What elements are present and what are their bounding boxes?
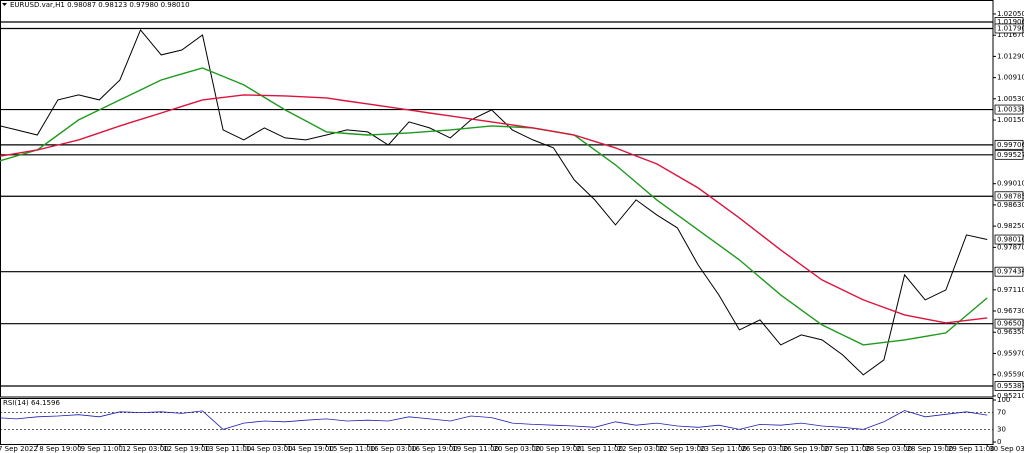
x-tick-label: 16 Sep 19:00 [411,445,458,453]
x-tick-label: 23 Sep 11:00 [700,445,747,453]
rsi-tick-label: 30 [997,425,1006,433]
rsi-line [0,410,988,430]
x-tick-label: 21 Sep 11:00 [576,445,623,453]
y-tick-label: 0.97870 [997,243,1024,251]
rsi-panel [0,398,994,445]
level-label-box [994,266,1024,277]
y-tick-label: 0.95970 [997,349,1024,357]
x-tick-label: 30 Sep 03:00 [989,445,1024,453]
level-label: 1.01906 [997,18,1024,26]
level-label-box [994,23,1024,34]
level-label-box [994,104,1024,115]
x-tick-label: 28 Sep 03:00 [865,445,912,453]
y-tick-label: 0.96730 [997,307,1024,315]
x-tick-label: 22 Sep 03:00 [618,445,665,453]
y-tick-label: 0.98250 [997,222,1024,230]
y-tick-label: 0.95210 [997,392,1024,400]
menu-icon [2,3,7,6]
x-tick-label: 12 Sep 19:00 [163,445,210,453]
x-tick-label: 20 Sep 03:00 [494,445,541,453]
y-tick-label: 1.01290 [997,52,1024,60]
y-tick-label: 1.01670 [997,31,1024,39]
y-tick-label: 1.00530 [997,95,1024,103]
x-tick-label: 12 Sep 03:00 [122,445,169,453]
y-tick-label: 1.02050 [997,10,1024,18]
level-label: 0.99706 [997,141,1024,149]
current-price-label: 0.98010 [997,236,1024,244]
x-tick-label: 14 Sep 19:00 [287,445,334,453]
y-tick-label: 0.97110 [997,286,1024,294]
y-tick-label: 0.96350 [997,328,1024,336]
x-tick-label: 20 Sep 19:00 [535,445,582,453]
x-tick-label: 26 Sep 19:00 [783,445,830,453]
rsi-tick-label: 0 [997,438,1001,446]
main-panel [0,0,994,398]
chart-title: EURUSD.var,H1 0.98087 0.98123 0.97980 0.… [10,1,190,9]
level-label: 0.97434 [997,268,1024,276]
level-label: 0.96503 [997,320,1024,328]
level-label-box [994,191,1024,202]
level-label: 0.98785 [997,192,1024,200]
x-tick-label: 14 Sep 03:00 [246,445,293,453]
y-tick-label: 0.95590 [997,371,1024,379]
level-label-box [994,381,1024,391]
rsi-tick-label: 70 [997,409,1006,417]
level-label: 0.95387 [997,382,1024,390]
x-tick-label: 29 Sep 11:00 [948,445,995,453]
x-tick-label: 27 Sep 11:00 [824,445,871,453]
level-label: 0.99527 [997,151,1024,159]
price-line [0,28,988,376]
price-line [0,67,988,346]
x-tick-label: 8 Sep 19:00 [39,445,81,453]
level-label-box [994,318,1024,329]
x-tick-label: 28 Sep 19:00 [907,445,954,453]
level-label: 1.00338 [997,106,1024,114]
x-tick-label: 16 Sep 03:00 [370,445,417,453]
level-label: 1.01790 [997,24,1024,32]
current-price-box [994,234,1024,245]
level-label-box [994,149,1024,160]
y-tick-label: 0.98630 [997,201,1024,209]
rsi-tick-label: 100 [997,396,1010,404]
x-tick-label: 19 Sep 11:00 [452,445,499,453]
level-label-box [994,139,1024,150]
x-tick-label: 7 Sep 2022 [0,445,38,453]
y-tick-label: 0.99010 [997,180,1024,188]
price-line [0,94,988,324]
x-tick-label: 22 Sep 19:00 [659,445,706,453]
x-tick-label: 26 Sep 03:00 [741,445,788,453]
y-tick-label: 1.00150 [997,116,1024,124]
x-tick-label: 15 Sep 11:00 [328,445,375,453]
plot-area [0,21,993,430]
rsi-label: RSI(14) 64.1596 [3,399,60,407]
y-tick-label: 1.00910 [997,74,1024,82]
x-tick-label: 9 Sep 11:00 [81,445,123,453]
x-tick-label: 13 Sep 11:00 [205,445,252,453]
